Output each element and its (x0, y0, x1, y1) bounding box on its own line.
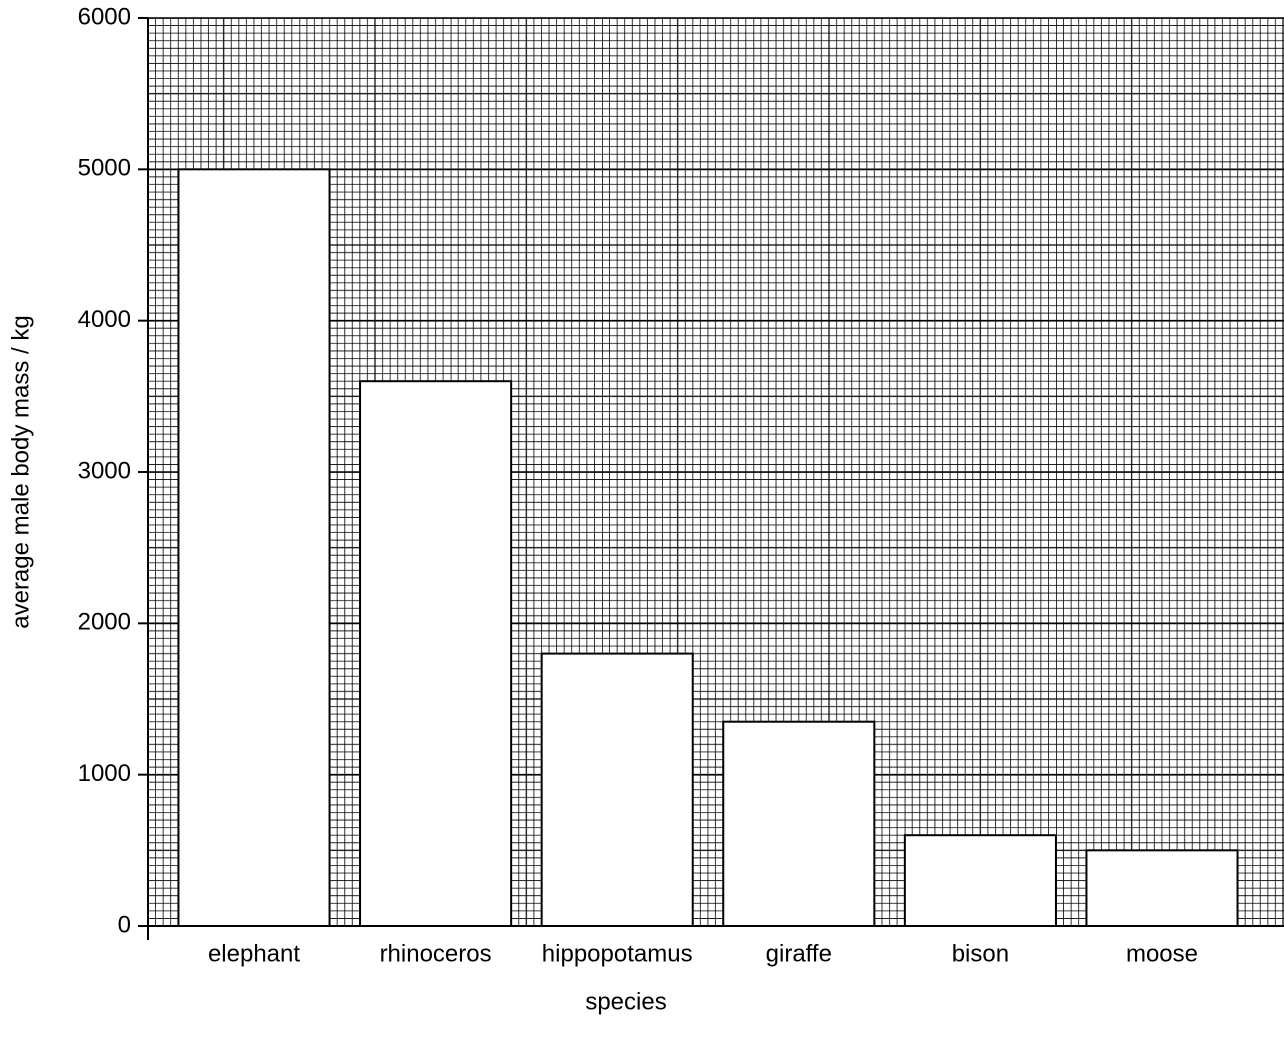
y-tick-label: 2000 (78, 609, 131, 636)
x-tick-label: moose (1126, 940, 1198, 967)
x-tick-label: giraffe (766, 940, 832, 967)
y-tick-label: 4000 (78, 306, 131, 333)
y-tick-label: 1000 (78, 760, 131, 787)
bar (903, 834, 1057, 928)
bar (177, 168, 331, 928)
bar (722, 720, 876, 928)
x-tick-label: hippopotamus (542, 940, 693, 967)
y-tick-label: 6000 (78, 3, 131, 30)
bar (359, 380, 513, 927)
x-tick-label: bison (952, 940, 1009, 967)
x-axis-label: species (585, 988, 666, 1015)
bar (540, 652, 694, 927)
y-axis-label: average male body mass / kg (7, 315, 34, 629)
bar (1085, 849, 1239, 927)
y-tick-label: 5000 (78, 155, 131, 182)
x-tick-label: elephant (208, 940, 300, 967)
y-tick-label: 0 (118, 911, 131, 938)
y-tick-label: 3000 (78, 457, 131, 484)
x-tick-label: rhinoceros (380, 940, 492, 967)
